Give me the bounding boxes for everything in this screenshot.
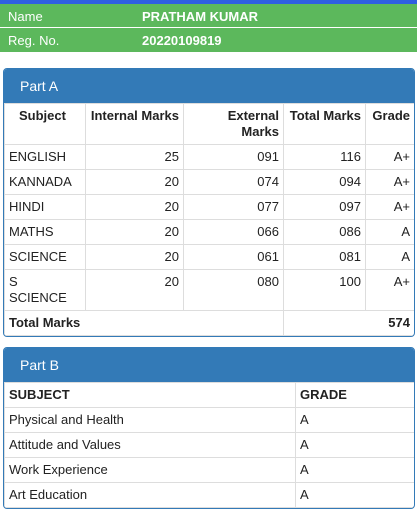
table-cell: 116 [283,144,366,170]
table-cell: 086 [283,219,366,245]
table-cell: 20 [85,244,184,270]
name-label: Name [8,9,43,24]
column-header: GRADE [295,382,414,408]
table-cell: HINDI [4,194,86,220]
reg-row: Reg. No. 20220109819 [0,28,417,52]
table-cell: A [295,432,414,458]
table-cell: Attitude and Values [4,432,296,458]
table-cell: 20 [85,169,184,195]
column-header: Grade [365,103,414,145]
table-cell: A [295,457,414,483]
table-row: MATHS 20 066 086 A [4,219,414,245]
table-row: Work Experience A [4,457,414,483]
part-b-table: SUBJECT GRADE Physical and Health A Attitud… [4,382,414,508]
table-cell: 061 [183,244,284,270]
table-cell: 20 [85,194,184,220]
table-header: SUBJECT GRADE [4,382,414,408]
table-cell: KANNADA [4,169,86,195]
reg-label: Reg. No. [8,33,60,48]
table-cell: 080 [183,269,284,311]
table-cell: Work Experience [4,457,296,483]
column-header: Total Marks [283,103,366,145]
part-b-title: Part B [4,348,414,382]
table-cell: A [295,407,414,433]
table-cell: SCIENCE [4,244,86,270]
name-value: PRATHAM KUMAR [142,9,259,24]
table-cell: 066 [183,219,284,245]
top-bar [0,0,417,4]
table-cell: A [365,219,414,245]
table-cell: 077 [183,194,284,220]
total-label: Total Marks [4,310,284,336]
table-cell: ENGLISH [4,144,86,170]
table-cell: 094 [283,169,366,195]
table-row: S SCIENCE 20 080 100 A+ [4,269,414,311]
table-row: Art Education A [4,482,414,508]
column-header: SUBJECT [4,382,296,408]
table-header: Subject Internal Marks External Marks Total… [4,103,414,145]
name-row: Name PRATHAM KUMAR [0,4,417,27]
table-row: ENGLISH 25 091 116 A+ [4,144,414,170]
column-header: Internal Marks [85,103,184,145]
table-cell: 20 [85,219,184,245]
table-cell: MATHS [4,219,86,245]
table-cell: A [365,244,414,270]
column-header: External Marks [183,103,284,145]
reg-value: 20220109819 [142,33,222,48]
table-cell: 100 [283,269,366,311]
table-cell: A+ [365,144,414,170]
table-cell: S SCIENCE [4,269,86,311]
table-row: HINDI 20 077 097 A+ [4,194,414,220]
table-cell: 081 [283,244,366,270]
column-header: Subject [4,103,86,145]
total-value: 574 [283,310,414,336]
part-a-panel: Part A Subject Internal Marks External Mar… [3,68,415,337]
table-row: Physical and Health A [4,407,414,433]
part-a-table: Subject Internal Marks External Marks Total… [4,103,414,336]
table-cell: A [295,482,414,508]
part-a-title: Part A [4,69,414,103]
table-cell: 20 [85,269,184,311]
table-cell: A+ [365,169,414,195]
total-row: Total Marks 574 [4,310,414,336]
table-cell: 097 [283,194,366,220]
table-cell: A+ [365,269,414,311]
part-b-panel: Part B SUBJECT GRADE Physical and Health A… [3,347,415,509]
table-cell: 25 [85,144,184,170]
table-row: SCIENCE 20 061 081 A [4,244,414,270]
table-cell: Art Education [4,482,296,508]
table-cell: 091 [183,144,284,170]
table-cell: Physical and Health [4,407,296,433]
table-row: KANNADA 20 074 094 A+ [4,169,414,195]
table-row: Attitude and Values A [4,432,414,458]
table-cell: A+ [365,194,414,220]
table-cell: 074 [183,169,284,195]
